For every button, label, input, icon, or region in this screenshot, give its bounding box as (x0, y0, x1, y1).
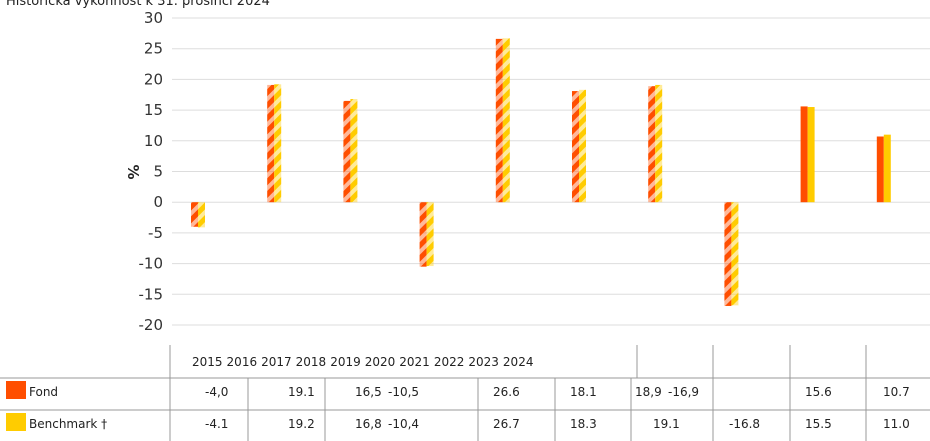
x-tick-label: 2021 (399, 355, 430, 369)
value-label: 18,9 (635, 385, 662, 399)
bar (267, 84, 275, 203)
y-tick-label: 15 (144, 101, 163, 119)
y-axis-label: % (124, 164, 142, 179)
x-tick-label: 2024 (503, 355, 534, 369)
y-tick-label: 30 (144, 9, 163, 27)
bar (876, 136, 884, 203)
value-label: 26.6 (493, 385, 520, 399)
bar (648, 86, 656, 203)
bar (191, 202, 198, 227)
bar (343, 100, 351, 203)
bar (426, 202, 434, 267)
bar (572, 91, 579, 203)
x-tick-label: 2019 (330, 355, 361, 369)
bar (655, 84, 663, 203)
value-label: 16,8 (355, 417, 382, 431)
table-lines (0, 345, 930, 441)
bar (724, 202, 732, 306)
bar (350, 99, 358, 203)
value-label: 16,5 (355, 385, 382, 399)
value-label: -10,5 (388, 385, 419, 399)
y-tick-label: 5 (153, 163, 163, 181)
y-tick-label: -15 (139, 285, 164, 303)
chart-title: Historická výkonnost k 31. prosinci 2024 (6, 0, 270, 9)
value-label: 15.5 (805, 417, 832, 431)
value-label: 19.1 (653, 417, 680, 431)
x-tick-label: 2023 (468, 355, 499, 369)
bar (800, 106, 808, 203)
bar (579, 89, 586, 203)
legend-label: Benchmark † (29, 417, 107, 431)
x-tick-label: 2015 (192, 355, 223, 369)
y-tick-label: 25 (144, 40, 163, 58)
bar (502, 38, 510, 203)
y-tick-label: -5 (148, 224, 163, 242)
bar (495, 38, 503, 203)
y-tick-label: 20 (144, 70, 163, 88)
value-label: 18.1 (570, 385, 597, 399)
y-tick-label: 0 (153, 193, 163, 211)
value-label: 15.6 (805, 385, 832, 399)
value-label: 26.7 (493, 417, 520, 431)
value-label: -4,0 (205, 385, 228, 399)
x-tick-label: 2018 (296, 355, 327, 369)
legend-swatch (6, 413, 26, 431)
x-tick-label: 2020 (365, 355, 396, 369)
value-label: 11.0 (883, 417, 910, 431)
bar (419, 202, 427, 267)
y-tick-label: -10 (139, 255, 164, 273)
legend-label: Fond (29, 385, 58, 399)
bar (883, 134, 891, 203)
bar (807, 107, 815, 203)
bar (731, 202, 739, 306)
x-tick-label: 2017 (261, 355, 292, 369)
legend-swatch (6, 381, 26, 399)
bar (274, 84, 282, 203)
value-label: -10,4 (388, 417, 419, 431)
value-label: -16.8 (729, 417, 760, 431)
x-tick-label: 2016 (227, 355, 258, 369)
bar (198, 202, 205, 228)
y-tick-label: 10 (144, 132, 163, 150)
value-label: 18.3 (570, 417, 597, 431)
value-label: 19.1 (288, 385, 315, 399)
value-label: -16,9 (668, 385, 699, 399)
value-label: 19.2 (288, 417, 315, 431)
x-tick-label: 2022 (434, 355, 465, 369)
value-label: -4.1 (205, 417, 228, 431)
value-label: 10.7 (883, 385, 910, 399)
y-tick-label: -20 (139, 316, 164, 334)
